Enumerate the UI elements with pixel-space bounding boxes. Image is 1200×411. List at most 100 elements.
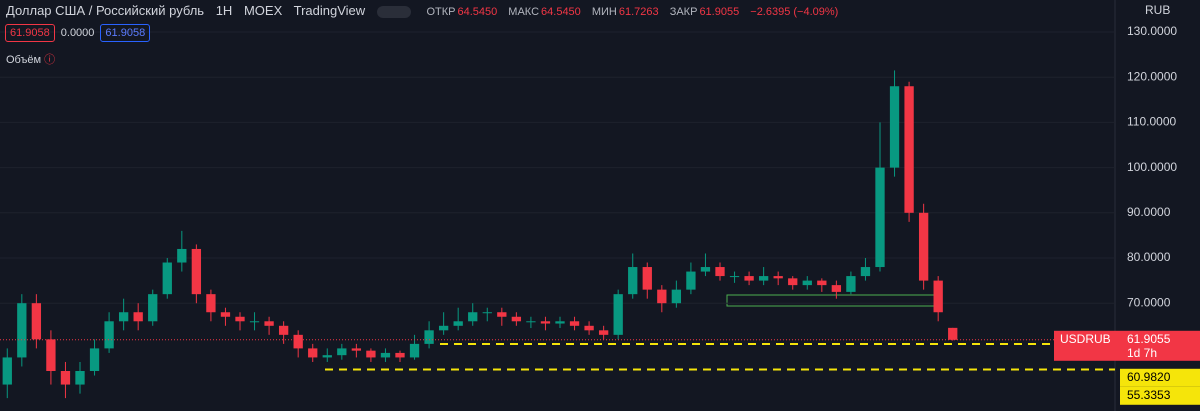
candle-body (351, 348, 362, 351)
candle-body (75, 370, 85, 385)
candle-body (875, 167, 885, 268)
y-tick-label: 130.0000 (1127, 24, 1177, 38)
candle-body (817, 280, 827, 286)
candle-body (293, 334, 303, 349)
y-tick-label: 100.0000 (1127, 160, 1177, 174)
spread: 0.0000 (60, 27, 95, 39)
candle-body (904, 86, 914, 213)
y-tick-label: 120.0000 (1127, 69, 1177, 83)
candle-body (758, 276, 769, 281)
ask[interactable]: 61.9058 (100, 24, 151, 42)
candle-body (700, 267, 711, 272)
close: 61.9055 (699, 6, 740, 18)
candle-body (89, 348, 100, 371)
candle-body (278, 325, 289, 335)
y-tick-label: 90.0000 (1127, 205, 1171, 219)
volume-label: Объём ⓘ (6, 51, 55, 67)
candle-body (235, 316, 245, 322)
candle-body (133, 312, 143, 322)
low-label: МИН (591, 6, 617, 18)
candle-body (2, 357, 12, 385)
y-tick-label: 70.0000 (1127, 295, 1171, 309)
candle-body (177, 248, 187, 263)
candle-body (438, 325, 449, 331)
candle-body (264, 321, 274, 326)
candle-body (118, 312, 129, 322)
currency-label: RUB (1145, 3, 1170, 17)
symbol: Доллар США / Российский рубль (6, 3, 205, 18)
candle-body (162, 262, 172, 295)
volume-text: Объём (6, 54, 42, 66)
open: 64.5450 (457, 6, 498, 18)
candle-body (860, 267, 871, 277)
y-tick-label: 80.0000 (1127, 250, 1171, 264)
candle-body (31, 303, 42, 340)
candle-body (526, 321, 536, 323)
candle-body (569, 321, 580, 326)
candle-body (220, 312, 231, 317)
candle-body (657, 289, 667, 304)
candle-body (366, 350, 376, 358)
candle-body (191, 248, 202, 295)
candle-body (729, 276, 740, 278)
candle-body (46, 339, 56, 371)
candle-body (686, 271, 696, 290)
candle-body (889, 86, 900, 168)
candle-body (598, 330, 609, 335)
candle-body (468, 312, 478, 322)
countdown: 1d 7h (1127, 346, 1157, 360)
candle-body (511, 316, 522, 322)
y-tick-label: 110.0000 (1127, 115, 1176, 129)
high-label: МАКС (508, 6, 540, 18)
level-label: 60.9820 (1127, 370, 1171, 384)
range-box (726, 294, 936, 307)
candle-body (802, 280, 812, 286)
candle-body (424, 330, 434, 344)
candle-body (337, 348, 347, 356)
candle-body (918, 212, 929, 281)
candle-body (395, 352, 405, 358)
candle-body (613, 294, 623, 335)
candle-body (322, 355, 332, 358)
level-tag (1120, 368, 1200, 387)
high: 64.5450 (541, 6, 581, 18)
candle-body (846, 276, 856, 292)
candle-body (744, 276, 754, 281)
candle-body (497, 312, 507, 317)
candle-body (206, 294, 216, 313)
candle-body (308, 348, 318, 358)
source: TradingView (293, 3, 366, 18)
candle-body (104, 321, 114, 349)
candle-body (249, 321, 260, 323)
quote-row: 61.9058 0.0000 61.9058 (5, 24, 151, 42)
last-price-tag (1054, 330, 1200, 361)
last-price-label: 61.9055 (1127, 332, 1171, 346)
candle-body (628, 267, 638, 295)
open-label: ОТКР (426, 6, 456, 18)
candle-body (555, 321, 565, 324)
interval[interactable]: 1Н (215, 3, 233, 18)
level-tag (1120, 386, 1200, 405)
candle-body (831, 285, 842, 292)
status-toggle[interactable] (376, 5, 411, 18)
warning-icon: ⓘ (44, 54, 56, 66)
candle-body (773, 276, 783, 279)
candle-body (380, 352, 391, 358)
exchange: MOEX (243, 3, 283, 18)
candle-body (584, 325, 594, 331)
legend-header: Доллар США / Российский рубль 1Н MOEX Tr… (6, 3, 854, 18)
change: −2.6395 (−4.09%) (750, 6, 839, 18)
candle-body (715, 267, 725, 277)
candle-body (642, 267, 652, 290)
candle-body (948, 327, 958, 340)
candle-body (482, 312, 492, 314)
candle-body (453, 321, 463, 326)
bid[interactable]: 61.9058 (5, 24, 55, 42)
candle-body (60, 370, 71, 385)
close-label: ЗАКР (669, 6, 698, 18)
candle-body (409, 343, 420, 358)
candle-body (148, 294, 158, 322)
candle-body (540, 321, 551, 324)
